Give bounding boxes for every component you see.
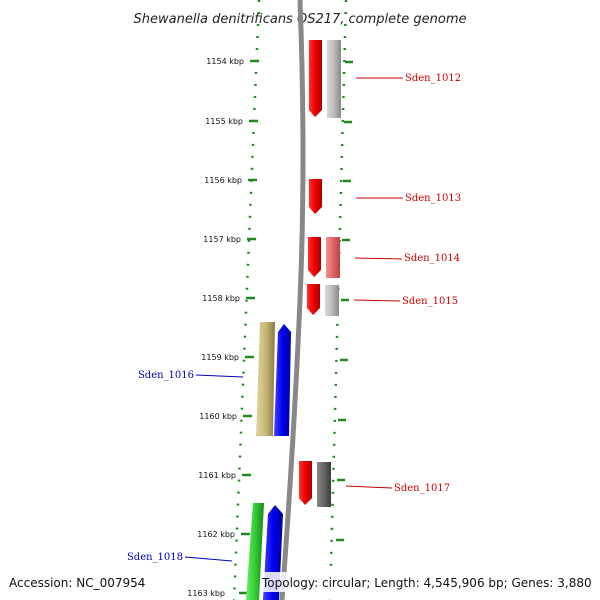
connector-sden-1016 [195, 374, 244, 378]
tick-label: 1156 kbp [204, 176, 242, 185]
gene-sden-1012[interactable] [309, 40, 322, 117]
gene-label-sden-1017[interactable]: Sden_1017 [394, 483, 450, 494]
gene-label-sden-1012[interactable]: Sden_1012 [405, 73, 461, 84]
ruler-labels: 1154 kbp 1155 kbp 1156 kbp 1157 kbp 1158… [187, 57, 244, 598]
footer-backdrop [262, 572, 592, 592]
gene-label-sden-1015[interactable]: Sden_1015 [402, 296, 458, 307]
tick-label: 1159 kbp [201, 353, 239, 362]
ruler-ticks-right [336, 60, 353, 542]
connector-sden-1014 [354, 257, 403, 260]
gene-sden-1013[interactable] [309, 179, 322, 214]
gene-sden-1016[interactable] [274, 324, 291, 436]
connector-sden-1017 [345, 485, 393, 489]
gene-label-sden-1018[interactable]: Sden_1018 [127, 552, 183, 563]
gene-sden-1015[interactable] [307, 284, 320, 315]
tick-label: 1163 kbp [187, 589, 225, 598]
tick-label: 1162 kbp [197, 530, 235, 539]
gene-label-sden-1016[interactable]: Sden_1016 [138, 370, 194, 381]
tick-label: 1158 kbp [202, 294, 240, 303]
tick-label: 1160 kbp [199, 412, 237, 421]
tick-label: 1155 kbp [205, 117, 243, 126]
tick-label: 1161 kbp [198, 471, 236, 480]
reverse-strand-genes [246, 322, 291, 600]
gene-labels: Sden_1012 Sden_1013 Sden_1014 Sden_1015 … [127, 73, 461, 563]
tick-label: 1154 kbp [206, 57, 244, 66]
gene-sden-1012-pseudo[interactable] [327, 40, 341, 118]
gene-sden-1016-olive[interactable] [256, 322, 275, 436]
tick-label: 1157 kbp [203, 235, 241, 244]
gene-label-sden-1013[interactable]: Sden_1013 [405, 193, 461, 204]
gene-sden-1017-dark[interactable] [317, 462, 331, 507]
label-connectors [184, 77, 403, 562]
gene-sden-1018-green[interactable] [246, 503, 264, 600]
gene-sden-1014[interactable] [308, 237, 321, 277]
gene-sden-1014-pale[interactable] [326, 237, 340, 278]
forward-strand-genes [299, 40, 341, 507]
accession-text: Accession: NC_007954 [9, 576, 145, 590]
ruler-ticks-left [239, 59, 259, 595]
gene-label-sden-1014[interactable]: Sden_1014 [404, 253, 460, 264]
left-dotted-track [232, 0, 261, 600]
gene-sden-1017[interactable] [299, 461, 312, 505]
connector-sden-1015 [353, 299, 401, 302]
topology-text: Topology: circular; Length: 4,545,906 bp… [261, 576, 592, 590]
genome-backbone [279, 0, 306, 600]
gene-sden-1015-pseudo[interactable] [325, 285, 339, 316]
connector-sden-1018 [184, 556, 233, 562]
